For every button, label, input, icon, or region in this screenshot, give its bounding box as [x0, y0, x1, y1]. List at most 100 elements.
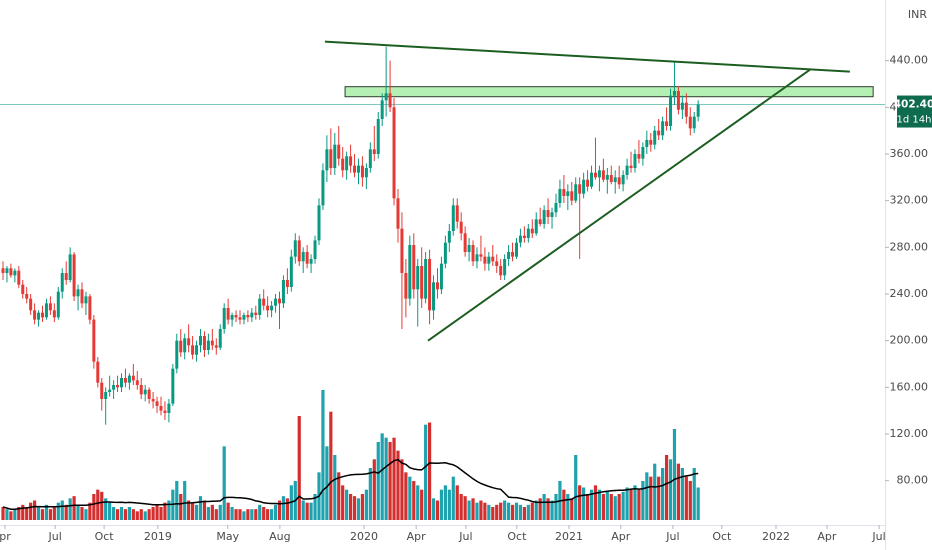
candle-body — [665, 121, 669, 126]
candle-body — [270, 305, 274, 311]
volume-bar — [424, 424, 428, 520]
volume-bar — [5, 509, 9, 520]
candle-body — [428, 259, 432, 311]
volume-bar — [668, 459, 673, 520]
volume-bar — [194, 504, 199, 520]
volume-bar — [40, 509, 45, 520]
candle-body — [396, 198, 400, 229]
candle-body — [538, 219, 542, 224]
candle-body — [420, 266, 424, 299]
candle-body — [586, 179, 590, 187]
volume-bar — [455, 485, 459, 520]
volume-bar — [368, 468, 372, 520]
volume-bar — [13, 509, 17, 520]
candle-body — [68, 254, 72, 280]
candle-body — [696, 104, 700, 117]
candle-body — [574, 184, 578, 201]
volume-bar — [119, 507, 124, 520]
volume-bar — [380, 433, 384, 520]
candle-body — [345, 156, 349, 171]
candle-body — [467, 245, 471, 252]
volume-bar — [305, 502, 309, 520]
candle-body — [76, 289, 80, 297]
x-tick-label: Oct — [95, 530, 115, 543]
volume-bar — [684, 476, 688, 520]
volume-bar — [542, 494, 546, 520]
volume-bar — [60, 500, 64, 520]
volume-bar — [574, 455, 578, 520]
candle-body — [234, 315, 238, 318]
volume-bar — [333, 455, 337, 520]
candle-body — [25, 294, 29, 299]
candle-body — [337, 144, 341, 159]
candle-body — [52, 310, 56, 318]
volume-bar — [356, 498, 361, 520]
candle-body — [17, 270, 21, 285]
candle-body — [534, 219, 538, 234]
y-tick-label: 440.00 — [890, 54, 929, 67]
volume-bar — [459, 494, 463, 520]
x-tick-label: Apr — [817, 530, 837, 543]
volume-bar — [210, 504, 214, 520]
candle-body — [380, 100, 384, 119]
candle-body — [459, 221, 463, 234]
volume-bar — [76, 504, 80, 520]
candle-body — [625, 165, 629, 175]
volume-bar — [538, 498, 542, 520]
volume-bar — [578, 485, 582, 520]
candle-body — [321, 170, 325, 206]
candle-body — [191, 345, 195, 355]
candle-body — [372, 149, 376, 154]
candle-body — [447, 231, 451, 243]
candle-body — [590, 172, 594, 187]
candle-body — [60, 273, 64, 292]
candle-body — [688, 116, 692, 129]
candle-body — [443, 242, 447, 264]
candle-body — [285, 280, 289, 287]
volume-bar — [135, 511, 139, 520]
zone — [344, 86, 874, 98]
volume-bar — [483, 502, 487, 520]
candle-body — [119, 378, 123, 388]
candle-body — [349, 156, 353, 166]
candle-body — [151, 399, 155, 402]
volume-bar — [412, 481, 416, 520]
candle-body — [112, 385, 116, 390]
volume-bar — [550, 500, 554, 520]
candle-body — [104, 392, 108, 399]
candle-body — [645, 140, 649, 147]
candle-body — [44, 303, 48, 318]
volume-bar — [64, 504, 68, 520]
volume-bar — [258, 504, 262, 520]
candle-body — [514, 242, 518, 257]
volume-bar — [100, 491, 104, 520]
volume-bar — [183, 481, 187, 520]
y-tick-label: 320.00 — [890, 194, 929, 207]
candle-body — [41, 312, 45, 318]
volume-bar — [115, 509, 120, 520]
candle-body — [455, 205, 459, 222]
candle-body — [368, 149, 372, 168]
candle-body — [657, 130, 661, 136]
volume-bar — [463, 496, 467, 520]
volume-bar — [510, 504, 515, 520]
volume-bar — [56, 502, 60, 520]
volume-bar — [179, 494, 183, 520]
volume-bar — [234, 509, 238, 520]
candle-body — [669, 95, 673, 126]
volume-bar — [637, 489, 641, 520]
volume-bar — [345, 489, 349, 520]
volume-bar — [491, 507, 495, 520]
candle-body — [495, 261, 499, 266]
y-tick-label: 280.00 — [890, 240, 929, 253]
volume-bar — [416, 485, 420, 520]
volume-bar — [269, 509, 274, 520]
candle-body — [412, 245, 416, 290]
volume-bar — [139, 509, 143, 520]
volume-bar — [163, 502, 167, 520]
volume-bar — [672, 429, 677, 520]
volume-bar — [187, 500, 191, 520]
volume-bar — [151, 507, 155, 520]
candle-body — [163, 410, 167, 413]
candle-body — [64, 273, 68, 280]
